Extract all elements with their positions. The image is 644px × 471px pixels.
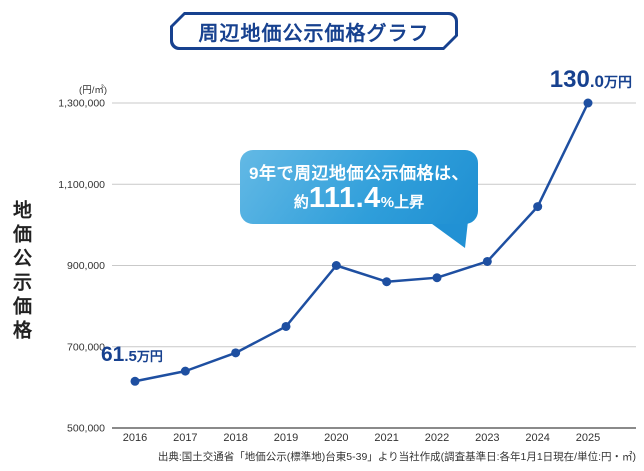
data-point-2017 — [180, 366, 190, 376]
callout-percent-value: 111.4 — [308, 182, 381, 214]
x-tick-label: 2022 — [425, 432, 449, 444]
x-tick-label: 2025 — [576, 432, 600, 444]
end-value-label: 130.0万円 — [550, 66, 632, 94]
callout-bubble-tail — [428, 221, 468, 248]
chart-title-box-inner: 周辺地価公示価格グラフ — [173, 15, 455, 47]
x-tick-label: 2021 — [374, 432, 398, 444]
x-tick-label: 2024 — [525, 432, 549, 444]
data-point-2022 — [432, 273, 442, 283]
data-point-2023 — [482, 256, 492, 266]
end-value-unit: 万円 — [604, 74, 632, 90]
y-tick-label: 700,000 — [67, 341, 105, 353]
data-point-2024 — [533, 202, 543, 212]
y-tick-label: 900,000 — [67, 260, 105, 272]
data-point-2019 — [281, 321, 291, 331]
x-tick-label: 2020 — [324, 432, 348, 444]
start-value-unit: 万円 — [136, 349, 163, 364]
x-tick-label: 2023 — [475, 432, 499, 444]
end-value-dec: .0 — [589, 72, 604, 91]
chart-title-box: 周辺地価公示価格グラフ — [170, 12, 458, 50]
data-point-2021 — [382, 277, 392, 287]
source-note: 出典:国土交通省「地価公示(標準地)台東5-39」より当社作成(調査基準日:各年… — [157, 451, 636, 463]
data-point-2020 — [331, 261, 341, 270]
data-point-2018 — [231, 348, 241, 358]
y-axis-title: 地価公示価格 — [10, 200, 31, 344]
y-tick-label: 1,100,000 — [58, 179, 105, 191]
data-point-2025 — [583, 98, 593, 108]
callout-line1: 9年で周辺地価公示価格は、 — [249, 164, 469, 183]
y-tick-label: 500,000 — [67, 423, 105, 435]
end-value-int: 130 — [549, 66, 590, 93]
x-tick-label: 2018 — [223, 432, 247, 444]
start-value-int: 61 — [101, 343, 125, 366]
data-point-2016 — [130, 376, 140, 386]
x-tick-label: 2017 — [173, 432, 197, 444]
callout-approx: 約 — [293, 194, 309, 211]
y-axis-unit-label: (円/㎡) — [79, 85, 107, 96]
callout-percent-suffix: %上昇 — [380, 194, 425, 211]
price-line — [133, 101, 590, 383]
start-value-label: 61.5万円 — [101, 343, 163, 367]
x-tick-label: 2016 — [123, 432, 147, 444]
callout-bubble: 9年で周辺地価公示価格は、 約111.4%上昇 — [240, 150, 478, 224]
start-value-dec: .5 — [124, 348, 137, 365]
x-tick-label: 2019 — [274, 432, 298, 444]
chart-title: 周辺地価公示価格グラフ — [198, 22, 430, 45]
y-tick-label: 1,300,000 — [58, 98, 105, 110]
callout-line2: 約111.4%上昇 — [240, 182, 478, 215]
